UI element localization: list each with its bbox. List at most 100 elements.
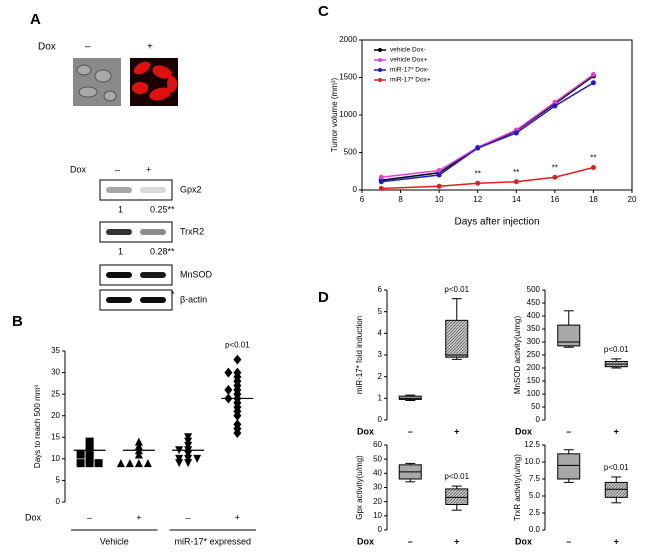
plot-frame	[361, 39, 633, 191]
cells	[76, 64, 117, 102]
data-point	[552, 99, 558, 105]
x-axis-label: Dox	[357, 536, 374, 546]
y-tick-label: 0.0	[529, 525, 541, 534]
y-tick-label: 35	[51, 346, 60, 355]
minus-label: –	[85, 42, 91, 53]
plus-label: +	[147, 42, 153, 53]
x-tick-label: +	[454, 426, 459, 436]
data-point	[175, 454, 184, 463]
box	[557, 324, 581, 347]
y-tick-label: 6	[378, 285, 383, 294]
x-tick-label: +	[454, 536, 459, 546]
data-point	[184, 433, 193, 442]
blot-frame	[99, 264, 173, 286]
data-point	[233, 410, 242, 421]
y-tick-label: 0	[353, 185, 358, 194]
annotation: p<0.01	[604, 463, 629, 472]
y-axis-label: MnSOD activity(u/mg)	[513, 316, 522, 395]
legend-marker	[378, 58, 382, 62]
data-point	[590, 72, 596, 77]
y-tick-label: 500	[344, 148, 358, 157]
group-label: Vehicle	[100, 536, 129, 546]
blot-value: 1	[118, 246, 123, 256]
data-point	[134, 459, 143, 468]
x-axis-label: Dox	[515, 536, 532, 546]
y-tick-label: 100	[527, 389, 541, 398]
data-point	[233, 354, 242, 365]
blot-frame	[99, 179, 173, 201]
data-point	[175, 459, 184, 468]
x-tick-label: 6	[360, 195, 365, 204]
panel-label: D	[318, 289, 329, 306]
y-tick-label: 500	[527, 285, 541, 294]
box	[445, 319, 469, 358]
data-point	[184, 441, 193, 450]
y-tick-label: 40	[373, 468, 382, 477]
data-point	[85, 459, 94, 468]
data-point	[184, 454, 193, 463]
y-tick-label: 0	[378, 525, 383, 534]
x-tick-label: –	[186, 512, 191, 522]
y-tick-label: 15	[51, 432, 60, 441]
y-tick-label: 450	[527, 298, 541, 307]
x-tick-label: –	[408, 426, 413, 436]
x-axis-label: Dox	[25, 512, 42, 522]
y-tick-label: 5	[378, 307, 383, 316]
box	[398, 395, 422, 400]
panel-label: B	[12, 313, 23, 330]
annotation: **	[475, 169, 481, 178]
box	[445, 488, 469, 505]
blot-frame	[99, 289, 173, 311]
box	[557, 453, 581, 480]
data-point	[590, 165, 596, 170]
annotation: **	[552, 163, 558, 172]
y-tick-label: 5.0	[529, 491, 541, 500]
data-point	[475, 145, 481, 151]
data-point	[85, 437, 94, 446]
box	[604, 481, 628, 498]
x-tick-label: 16	[550, 195, 559, 204]
panel-label: A	[30, 11, 41, 28]
y-tick-label: 1	[378, 393, 383, 402]
legend-label: miR-17* Dox-	[390, 67, 429, 74]
annotation: **	[513, 168, 519, 177]
data-point	[590, 80, 596, 86]
y-tick-label: 20	[51, 411, 60, 420]
y-tick-label: 150	[527, 376, 541, 385]
blot-name: Gpx2	[180, 184, 202, 194]
y-tick-label: 2.5	[529, 508, 541, 517]
x-axis-label: Dox	[357, 426, 374, 436]
y-tick-label: 400	[527, 311, 541, 320]
data-point	[552, 103, 558, 109]
y-tick-label: 0	[56, 497, 61, 506]
x-tick-label: 12	[473, 195, 482, 204]
y-tick-label: 30	[373, 483, 382, 492]
series-line	[381, 166, 594, 190]
y-tick-label: 5	[56, 476, 61, 485]
y-tick-label: 25	[51, 389, 60, 398]
y-tick-label: 1000	[339, 110, 357, 119]
blot-frame	[99, 221, 173, 243]
data-point	[224, 367, 233, 378]
y-axis-label: Tumor volume (mm³)	[330, 77, 339, 152]
y-tick-label: 300	[527, 337, 541, 346]
annotation: p<0.01	[444, 472, 469, 481]
blot-band	[106, 297, 132, 303]
x-axis-label: Dox	[515, 426, 532, 436]
y-tick-label: 12.5	[524, 440, 540, 449]
blot-band	[140, 229, 166, 235]
data-point	[134, 441, 143, 450]
panel-label: C	[318, 3, 329, 20]
y-tick-label: 2000	[339, 35, 357, 44]
data-point	[76, 459, 85, 468]
x-tick-label: –	[408, 536, 413, 546]
data-point	[378, 174, 384, 180]
x-tick-label: 10	[435, 195, 444, 204]
y-tick-label: 2	[378, 372, 383, 381]
annotation: p<0.01	[225, 341, 250, 350]
x-tick-label: –	[566, 536, 571, 546]
y-axis-label: TrxR activity(u/mg)	[513, 454, 522, 521]
blot-band	[140, 272, 166, 278]
data-point	[436, 183, 442, 189]
blot-minus: –	[115, 164, 120, 174]
